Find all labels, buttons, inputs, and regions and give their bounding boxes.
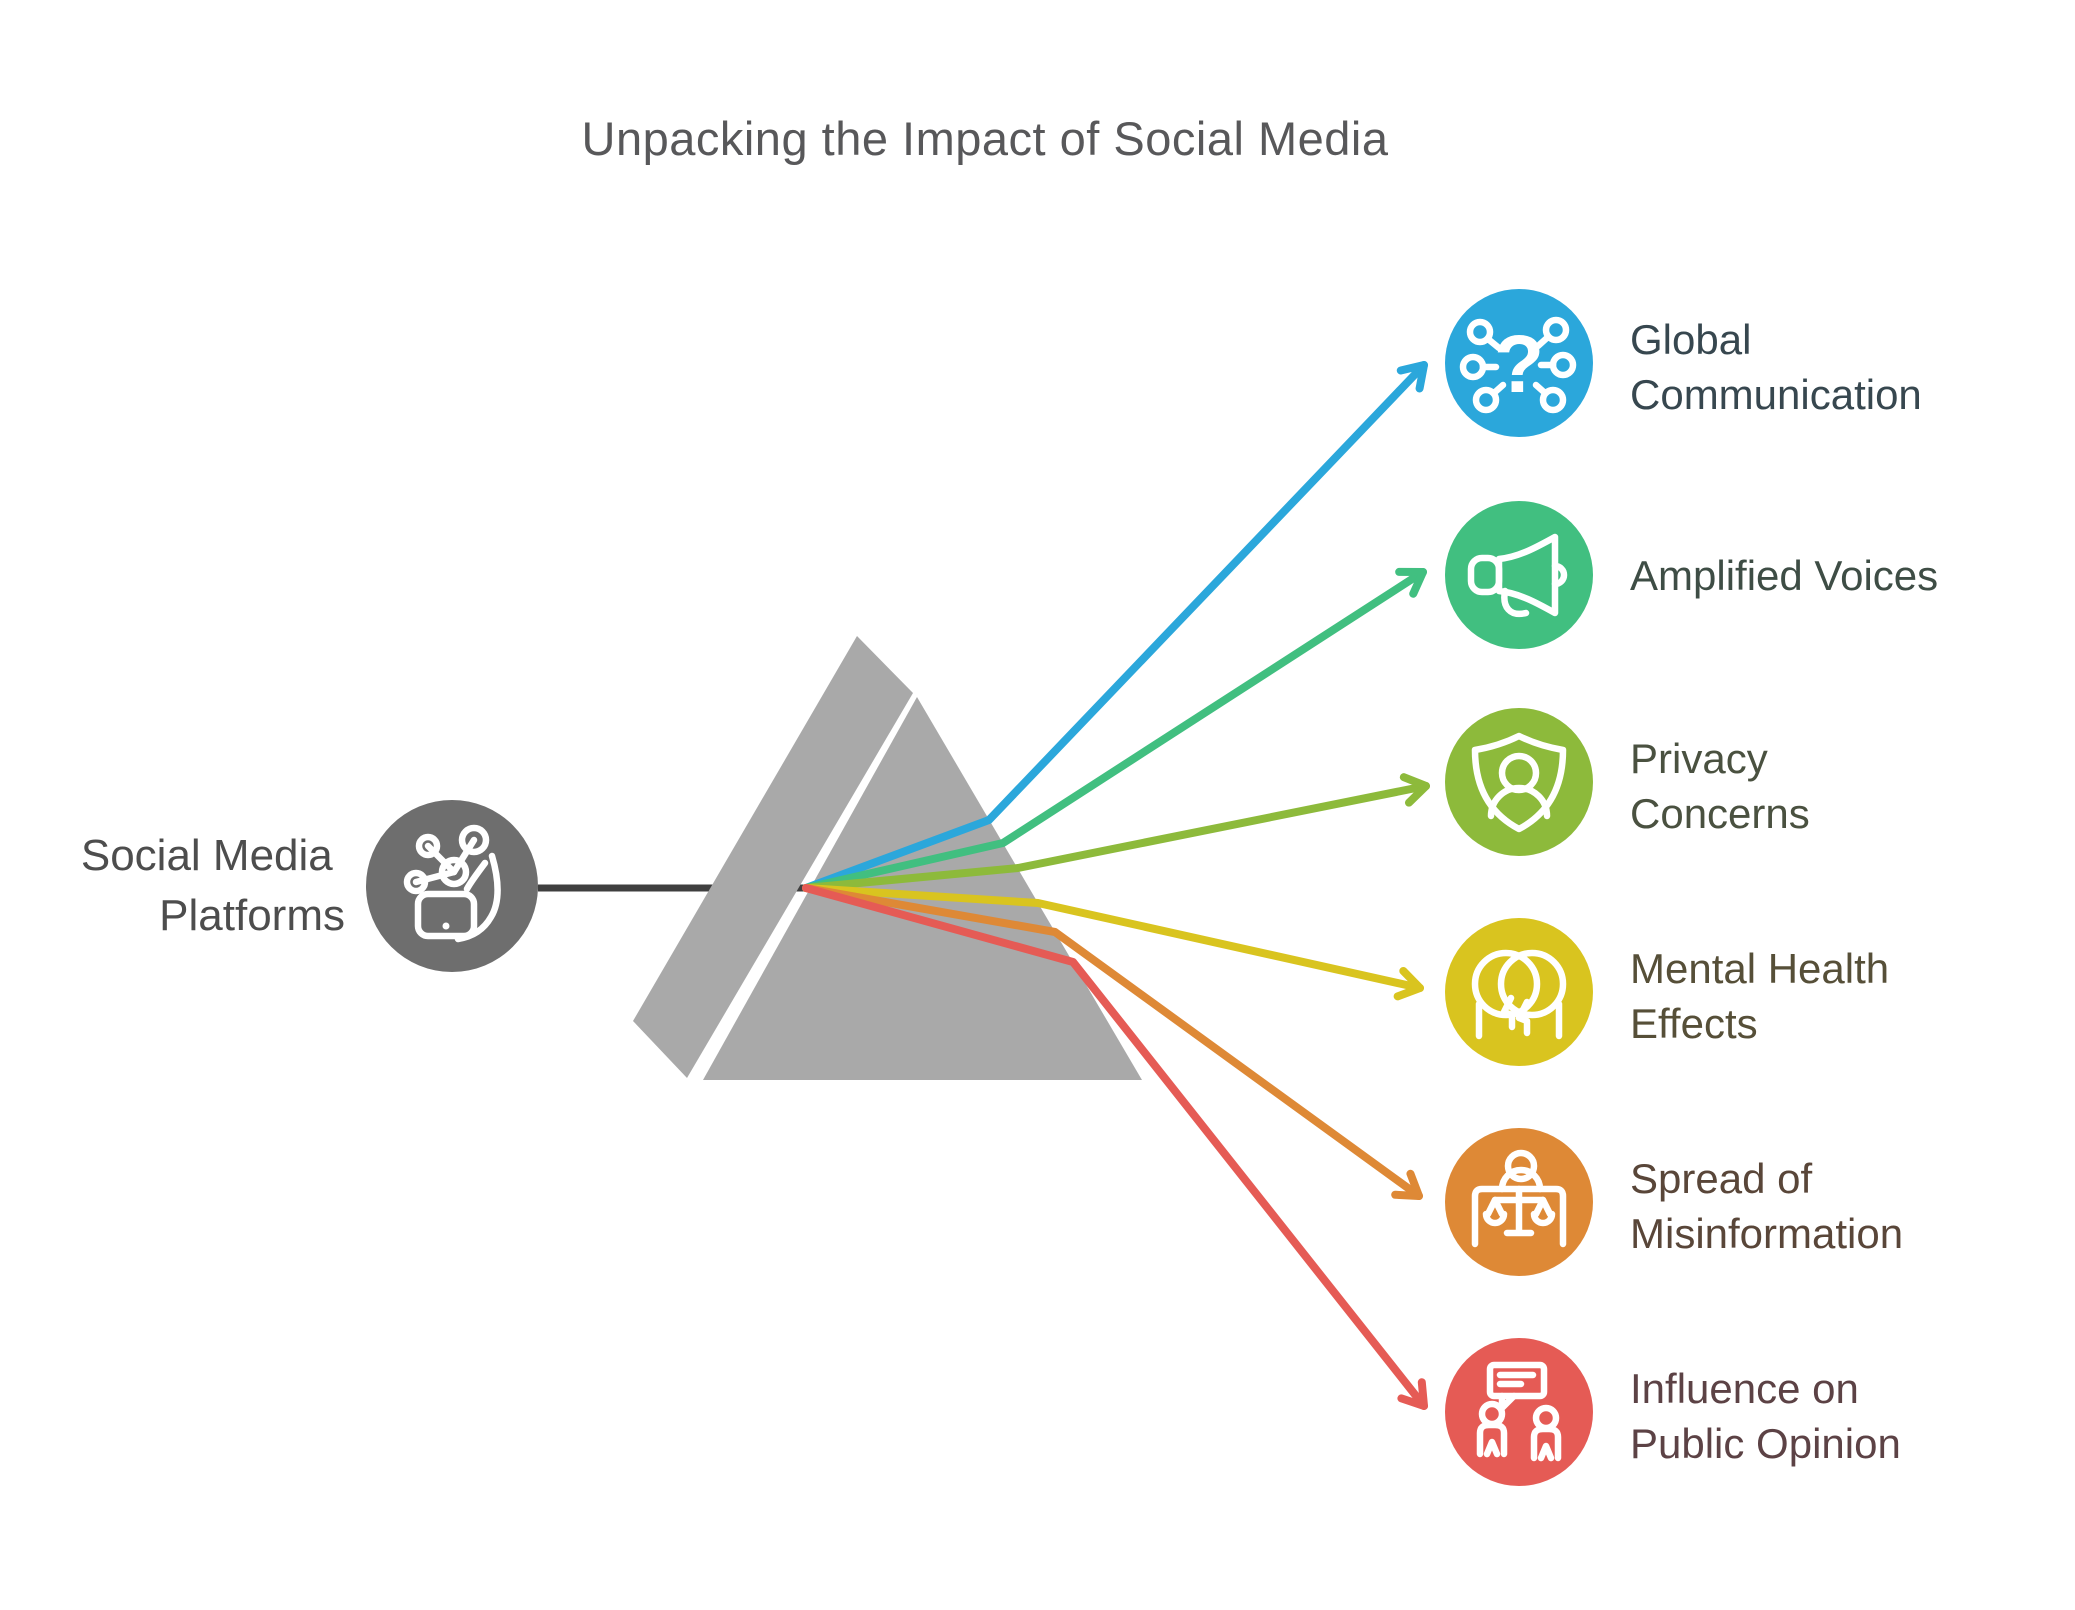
branch-label: Amplified Voices: [1630, 552, 1938, 599]
source-label-line1: Social Media: [81, 831, 333, 880]
branch-circle: [1445, 1338, 1593, 1486]
prism: [633, 636, 1142, 1080]
network-question-icon: ?: [1459, 316, 1577, 414]
source-node: [366, 800, 538, 972]
branch-privacy-concerns: Privacy Concerns: [1445, 708, 1810, 856]
branch-label: Mental Health Effects: [1630, 945, 1901, 1047]
scales-person-icon: [1471, 1149, 1567, 1248]
prism-body: [703, 697, 1142, 1080]
ray-privacy-concerns: [802, 773, 1430, 892]
branch-spread-of-misinformation: Spread of Misinformation: [1445, 1128, 1903, 1276]
ray-spread-of-misinformation: [802, 884, 1423, 1200]
source-label-line2: Platforms: [159, 891, 345, 940]
branch-mental-health-effects: Mental Health Effects: [1445, 918, 1901, 1066]
branch-global-communication: ? Global Communication: [1445, 289, 1922, 437]
ray-global-communication: [802, 361, 1428, 892]
two-heads-icon: [1471, 949, 1567, 1040]
branch-circle: [1445, 289, 1593, 437]
shield-person-icon: [1471, 732, 1567, 833]
ray-mental-health-effects: [802, 884, 1424, 1001]
social-network-phone-icon: [403, 824, 501, 943]
branch-label: Influence on Public Opinion: [1630, 1365, 1901, 1467]
ray-influence-on-public-opinion: [802, 884, 1428, 1410]
prism-left-facet: [633, 636, 913, 1078]
branch-circle: [1445, 501, 1593, 649]
source-label: Social Media Platforms: [81, 831, 345, 940]
branch-label: Global Communication: [1630, 316, 1922, 418]
branch-label: Privacy Concerns: [1630, 735, 1810, 837]
ray-amplified-voices: [802, 567, 1427, 892]
page-title: Unpacking the Impact of Social Media: [582, 112, 1389, 165]
branch-influence-on-public-opinion: Influence on Public Opinion: [1445, 1338, 1901, 1486]
megaphone-icon: [1467, 533, 1568, 618]
svg-text:?: ?: [1494, 319, 1544, 410]
branch-label: Spread of Misinformation: [1630, 1155, 1903, 1257]
branch-circle: [1445, 918, 1593, 1066]
branch-circle: [1445, 708, 1593, 856]
speech-people-icon: [1476, 1361, 1562, 1462]
branch-amplified-voices: Amplified Voices: [1445, 501, 1938, 649]
